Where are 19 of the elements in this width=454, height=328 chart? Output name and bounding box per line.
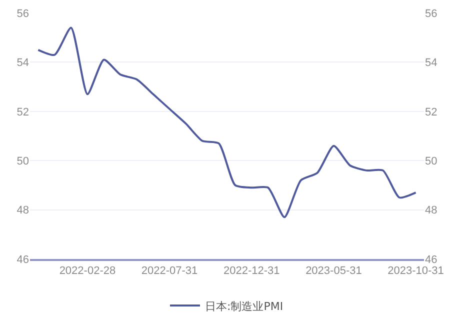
line-series	[37, 26, 417, 218]
y-tick-label: 46	[16, 254, 29, 266]
y-tick-label: 52	[16, 106, 29, 118]
x-tick-label: 2023-10-31	[388, 265, 444, 278]
y2-tick-label: 48	[425, 204, 438, 217]
y2-tick-label: 50	[425, 155, 438, 168]
y2-tick-label: 54	[425, 57, 438, 70]
x-tick-label: 2022-12-31	[223, 265, 280, 278]
x-tick-label: 2023-05-31	[306, 265, 362, 278]
legend-label: 日本:制造业PMI	[205, 300, 284, 313]
y-tick-label: 54	[16, 57, 29, 70]
x-tick-label: 2022-02-28	[59, 265, 116, 278]
y-tick-label: 48	[16, 204, 29, 217]
y2-tick-label: 52	[425, 106, 438, 118]
y-tick-label: 56	[16, 8, 29, 20]
y2-tick-label: 56	[425, 8, 438, 20]
y-tick-label: 50	[16, 155, 29, 168]
y2-tick-label: 46	[425, 254, 438, 266]
x-tick-label: 2022-07-31	[141, 265, 198, 278]
